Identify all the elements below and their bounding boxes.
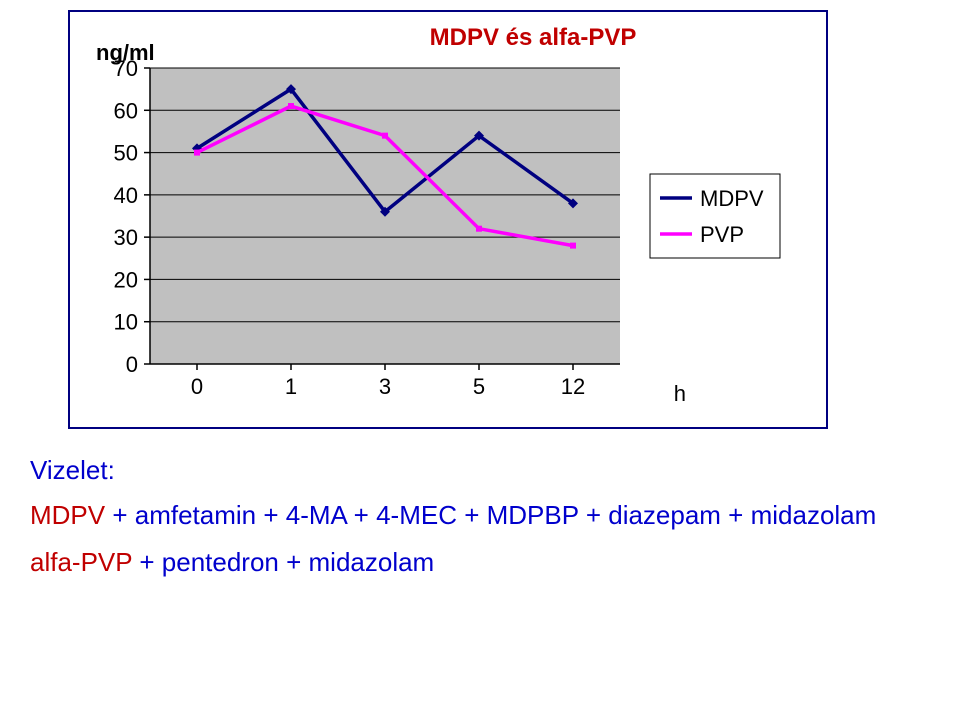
svg-text:0: 0	[191, 374, 203, 399]
svg-text:40: 40	[114, 183, 138, 208]
notes-line-2-rest: + pentedron + midazolam	[132, 547, 434, 577]
svg-text:3: 3	[379, 374, 391, 399]
notes-line-1: MDPV + amfetamin + 4-MA + 4-MEC + MDPBP …	[30, 500, 959, 531]
svg-text:MDPV: MDPV	[700, 186, 764, 211]
svg-text:PVP: PVP	[700, 222, 744, 247]
svg-text:50: 50	[114, 141, 138, 166]
svg-text:1: 1	[285, 374, 297, 399]
notes-line-1-rest: + amfetamin + 4-MA + 4-MEC + MDPBP + dia…	[105, 500, 876, 530]
svg-text:20: 20	[114, 267, 138, 292]
chart-plot: 010203040506070013512MDPVPVP	[84, 58, 814, 408]
notes-line-2: alfa-PVP + pentedron + midazolam	[30, 547, 959, 578]
svg-text:0: 0	[126, 352, 138, 377]
notes-label: Vizelet:	[30, 455, 959, 486]
notes-line-2-prefix: alfa-PVP	[30, 547, 132, 577]
notes-section: Vizelet: MDPV + amfetamin + 4-MA + 4-MEC…	[30, 455, 959, 578]
svg-text:30: 30	[114, 225, 138, 250]
notes-line-1-prefix: MDPV	[30, 500, 105, 530]
y-axis-label: ng/ml	[96, 40, 155, 66]
svg-text:10: 10	[114, 310, 138, 335]
x-axis-label: h	[674, 381, 686, 407]
svg-text:12: 12	[561, 374, 585, 399]
chart-frame: ng/ml MDPV és alfa-PVP 01020304050607001…	[68, 10, 828, 429]
svg-text:5: 5	[473, 374, 485, 399]
svg-text:60: 60	[114, 98, 138, 123]
chart-title: MDPV és alfa-PVP	[254, 24, 812, 52]
